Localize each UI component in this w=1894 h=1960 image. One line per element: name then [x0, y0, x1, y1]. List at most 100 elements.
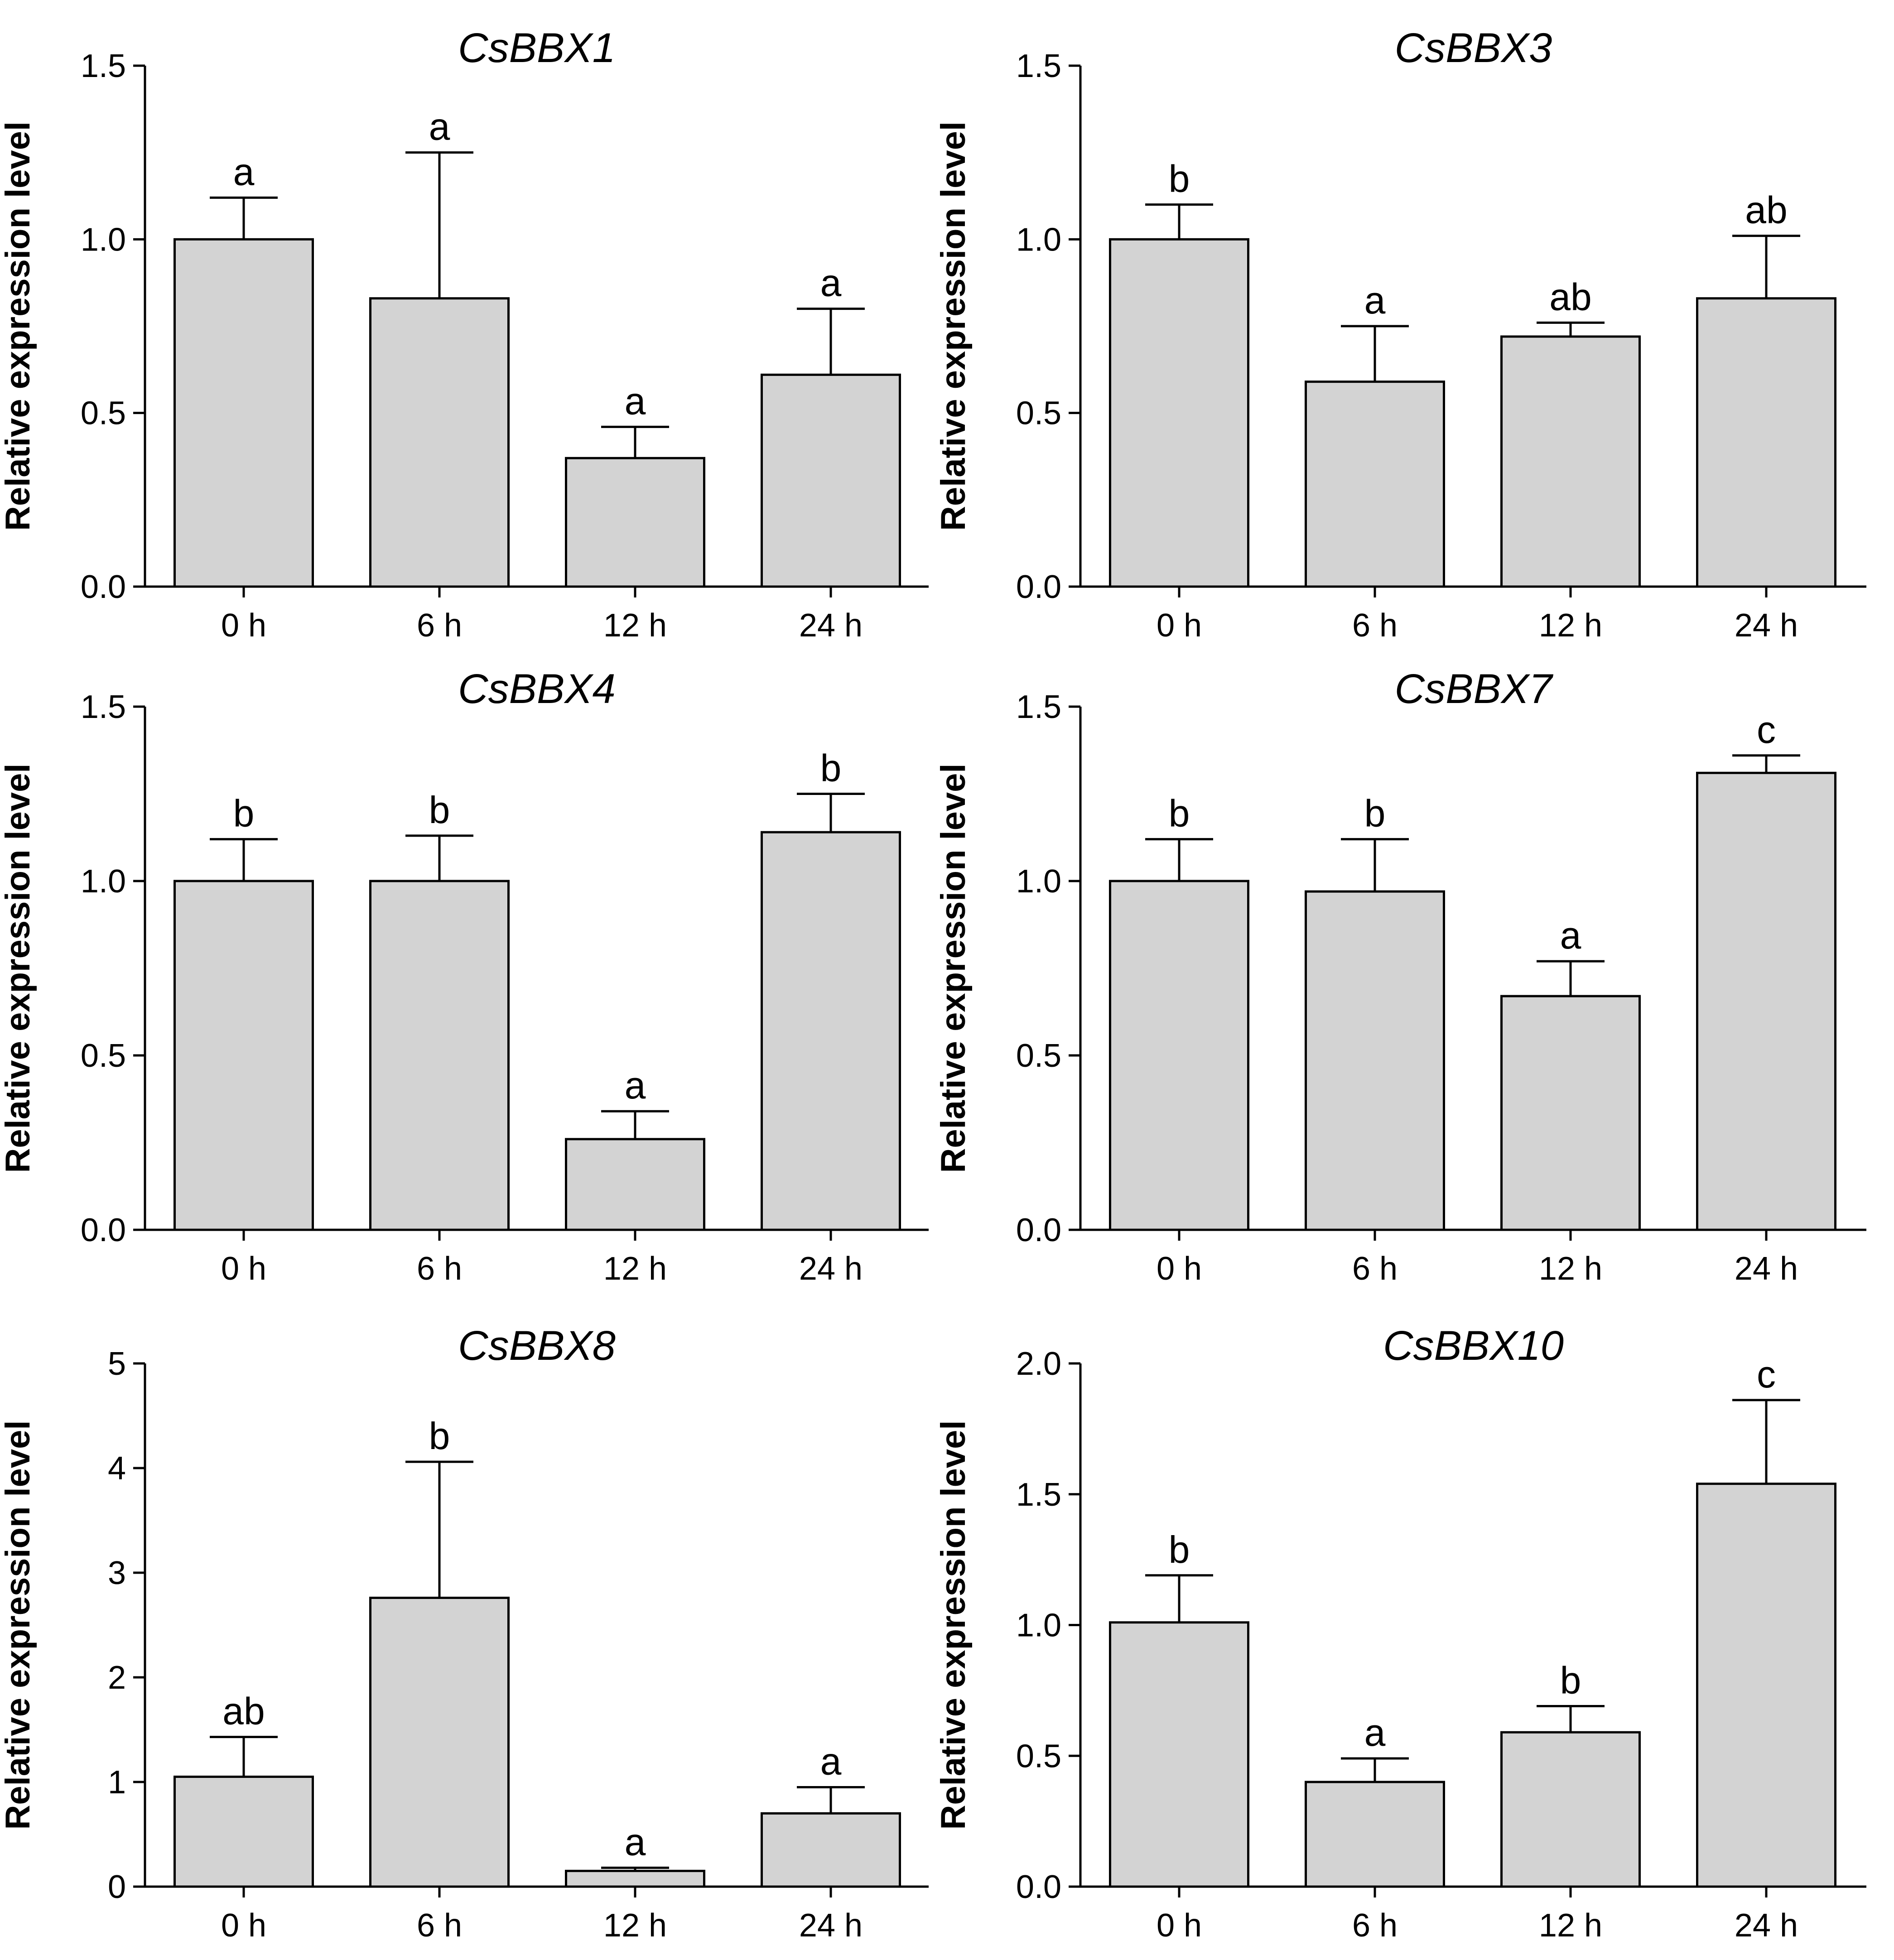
y-tick-label: 1	[108, 1764, 126, 1801]
y-tick-label: 1.0	[81, 863, 126, 900]
x-tick-label: 0 h	[221, 1251, 266, 1287]
x-tick-label: 6 h	[1352, 607, 1398, 644]
y-tick-label: 0.5	[1016, 1738, 1061, 1774]
significance-letter: a	[1364, 279, 1386, 322]
significance-letter: b	[1364, 792, 1386, 835]
x-tick-label: 12 h	[603, 1251, 667, 1287]
x-tick-label: 24 h	[1735, 1251, 1798, 1287]
x-tick-label: 24 h	[799, 607, 863, 644]
significance-letter: ab	[222, 1690, 265, 1733]
bar-24h	[761, 1812, 901, 1888]
chart-title: CsBBX7	[1395, 666, 1554, 712]
y-tick-label: 1.5	[1016, 48, 1061, 84]
y-axis-label: Relative expression level	[0, 1420, 37, 1830]
x-tick-label: 12 h	[1539, 607, 1602, 644]
significance-letter: a	[1560, 914, 1581, 957]
y-axis-label: Relative expression level	[934, 763, 973, 1173]
y-tick-label: 0.0	[1016, 1212, 1061, 1248]
y-tick-label: 0.5	[81, 1038, 126, 1074]
significance-letter: b	[1169, 792, 1190, 835]
x-tick-label: 6 h	[417, 1251, 462, 1287]
y-tick-label: 1.0	[81, 222, 126, 258]
significance-letter: b	[429, 1415, 450, 1457]
x-tick-label: 24 h	[1735, 607, 1798, 644]
y-tick-label: 5	[108, 1346, 126, 1382]
y-tick-label: 1.5	[81, 48, 126, 84]
significance-letter: c	[1757, 708, 1776, 751]
bar-0h	[173, 238, 314, 588]
x-tick-label: 6 h	[417, 607, 462, 644]
bar-6h	[1305, 380, 1445, 588]
significance-letter: b	[1560, 1659, 1581, 1702]
x-tick-label: 12 h	[1539, 1251, 1602, 1287]
significance-letter: c	[1757, 1353, 1776, 1396]
y-axis-label: Relative expression level	[0, 121, 37, 531]
chart-panel-csbbx1: CsBBX1 Relative expression level 0.0 0.5 1.0…	[0, 25, 929, 644]
significance-letter: a	[429, 106, 450, 148]
chart-title: CsBBX10	[1383, 1323, 1564, 1369]
bar-24h	[1696, 1483, 1836, 1888]
significance-letter: b	[1169, 1528, 1190, 1571]
x-tick-label: 12 h	[603, 1907, 667, 1944]
bar-0h	[173, 1775, 314, 1888]
bar-0h	[1109, 1621, 1249, 1888]
bar-12h	[565, 1869, 705, 1888]
bar-24h	[761, 373, 901, 588]
y-tick-label: 0.0	[81, 1212, 126, 1248]
bar-6h	[1305, 890, 1445, 1231]
significance-letter: ab	[1549, 275, 1591, 318]
y-tick-label: 1.5	[1016, 689, 1061, 725]
significance-letter: a	[820, 262, 842, 304]
x-tick-label: 6 h	[417, 1907, 462, 1944]
y-tick-label: 3	[108, 1555, 126, 1591]
chart-title: CsBBX8	[458, 1323, 616, 1369]
bar-12h	[565, 1138, 705, 1231]
chart-panel-csbbx7: CsBBX7 Relative expression level 0.0 0.5 1.0…	[934, 666, 1866, 1287]
chart-panel-csbbx10: CsBBX10 Relative expression level 0.0 0.5 1.…	[934, 1323, 1866, 1944]
significance-letter: a	[820, 1740, 842, 1783]
chart-title: CsBBX1	[458, 25, 616, 71]
chart-title: CsBBX3	[1395, 25, 1552, 71]
x-tick-label: 0 h	[1157, 1251, 1202, 1287]
y-tick-label: 1.0	[1016, 222, 1061, 258]
y-tick-label: 1.5	[81, 689, 126, 725]
x-tick-label: 0 h	[1157, 607, 1202, 644]
bar-6h	[369, 880, 510, 1231]
bar-24h	[1696, 771, 1836, 1231]
significance-letter: b	[429, 789, 450, 831]
significance-letter: b	[1169, 158, 1190, 200]
x-tick-label: 12 h	[603, 607, 667, 644]
y-axis-label: Relative expression level	[934, 121, 973, 531]
y-tick-label: 1.0	[1016, 1608, 1061, 1644]
chart-title: CsBBX4	[458, 666, 616, 712]
bar-6h	[369, 297, 510, 588]
significance-letter: a	[625, 1820, 646, 1863]
x-tick-label: 0 h	[221, 1907, 266, 1944]
bar-24h	[1696, 297, 1836, 588]
bar-6h	[369, 1596, 510, 1888]
y-axis-label: Relative expression level	[934, 1420, 973, 1830]
y-tick-label: 0.0	[1016, 1869, 1061, 1905]
bar-12h	[565, 457, 705, 588]
y-tick-label: 0.5	[1016, 1038, 1061, 1074]
x-tick-label: 24 h	[799, 1251, 863, 1287]
y-tick-label: 0.0	[1016, 569, 1061, 605]
bar-24h	[761, 831, 901, 1231]
x-tick-label: 24 h	[1735, 1907, 1798, 1944]
bar-12h	[1500, 335, 1641, 588]
bar-6h	[1305, 1781, 1445, 1888]
x-tick-label: 6 h	[1352, 1251, 1398, 1287]
y-tick-label: 0	[108, 1869, 126, 1905]
chart-panel-csbbx4: CsBBX4 Relative expression level 0.0 0.5 1.0…	[0, 666, 929, 1287]
x-tick-label: 24 h	[799, 1907, 863, 1944]
significance-letter: b	[820, 747, 842, 790]
x-tick-label: 0 h	[221, 607, 266, 644]
significance-letter: a	[1364, 1711, 1386, 1754]
y-tick-label: 4	[108, 1450, 126, 1487]
x-tick-label: 0 h	[1157, 1907, 1202, 1944]
significance-letter: a	[233, 150, 255, 193]
bar-0h	[1109, 880, 1249, 1231]
bar-0h	[173, 880, 314, 1231]
significance-letter: a	[625, 1064, 646, 1107]
